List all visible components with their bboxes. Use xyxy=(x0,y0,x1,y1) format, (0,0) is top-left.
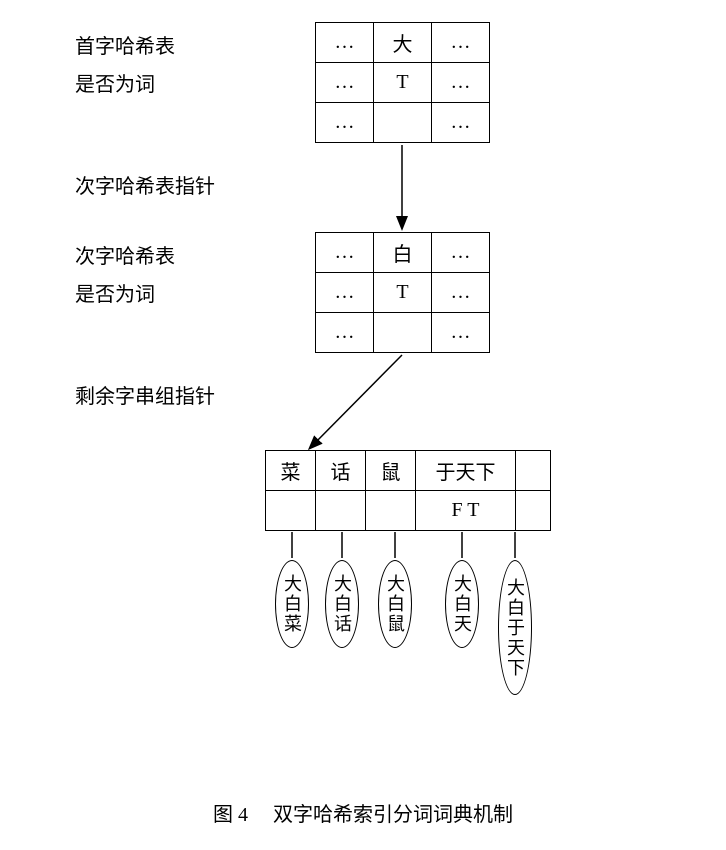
second-hash-grid: … 白 … … T … … … xyxy=(315,232,490,353)
g2-r2c1 xyxy=(374,313,432,353)
g1-r2c0: … xyxy=(316,103,374,143)
g1-r1c0: … xyxy=(316,63,374,103)
g2-r1c0: … xyxy=(316,273,374,313)
word-oval-3: 大白天 xyxy=(445,560,479,648)
rem-h3: 于天下 xyxy=(416,451,516,491)
g2-r1c2: … xyxy=(432,273,490,313)
g1-r1c2: … xyxy=(432,63,490,103)
g2-r0c2: … xyxy=(432,233,490,273)
g1-r0c2: … xyxy=(432,23,490,63)
word-oval-2: 大白鼠 xyxy=(378,560,412,648)
g2-r0c1: 白 xyxy=(374,233,432,273)
g1-r0c1: 大 xyxy=(374,23,432,63)
rem-v1 xyxy=(316,491,366,531)
label-is-word-1: 是否为词 xyxy=(75,68,155,97)
g1-r2c2: … xyxy=(432,103,490,143)
word-oval-4: 大白于天下 xyxy=(498,560,532,695)
g1-r2c1 xyxy=(374,103,432,143)
rem-v3: F T xyxy=(416,491,516,531)
label-is-word-2: 是否为词 xyxy=(75,278,155,307)
rem-h2: 鼠 xyxy=(366,451,416,491)
rem-h1: 话 xyxy=(316,451,366,491)
word-oval-1: 大白话 xyxy=(325,560,359,648)
label-second-hash-ptr: 次字哈希表指针 xyxy=(75,170,215,199)
label-second-hash: 次字哈希表 xyxy=(75,240,175,269)
g1-r0c0: … xyxy=(316,23,374,63)
remaining-string-table: 菜 话 鼠 于天下 F T xyxy=(265,450,551,531)
arrow-2 xyxy=(310,355,402,448)
rem-v2 xyxy=(366,491,416,531)
g2-r2c2: … xyxy=(432,313,490,353)
figure-caption: 图 4 双字哈希索引分词词典机制 xyxy=(0,798,726,827)
rem-gap-top xyxy=(516,451,551,491)
g2-r2c0: … xyxy=(316,313,374,353)
first-hash-grid: … 大 … … T … … … xyxy=(315,22,490,143)
word-oval-0: 大白菜 xyxy=(275,560,309,648)
label-first-hash: 首字哈希表 xyxy=(75,30,175,59)
g2-r0c0: … xyxy=(316,233,374,273)
rem-v0 xyxy=(266,491,316,531)
rem-h0: 菜 xyxy=(266,451,316,491)
rem-gap-bot xyxy=(516,491,551,531)
g1-r1c1: T xyxy=(374,63,432,103)
label-remaining-ptr: 剩余字串组指针 xyxy=(75,380,215,409)
g2-r1c1: T xyxy=(374,273,432,313)
